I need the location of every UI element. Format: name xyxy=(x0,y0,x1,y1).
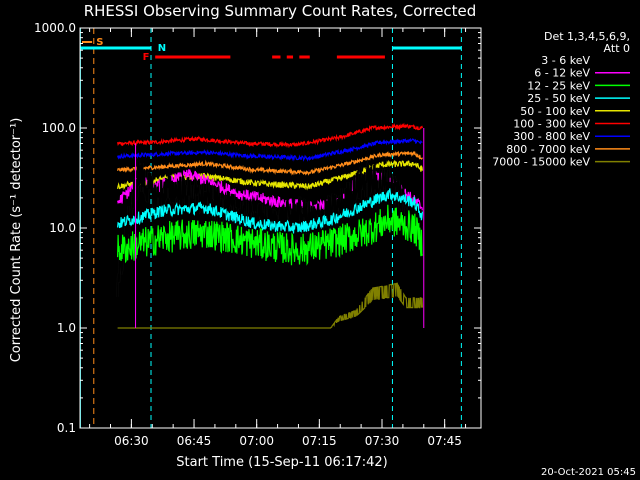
series-line xyxy=(117,282,423,329)
night-flag-label: N xyxy=(158,43,166,54)
x-tick-label: 06:30 xyxy=(114,434,149,448)
x-tick-label: 06:45 xyxy=(177,434,212,448)
y-axis: 0.1 1.0 10.0 100.0 1000.0 xyxy=(34,21,481,435)
saa-flag-label: S xyxy=(96,37,103,48)
legend-label: 300 - 800 keV xyxy=(513,130,590,143)
x-tick-label: 07:00 xyxy=(239,434,274,448)
series-line xyxy=(117,122,423,149)
series-line xyxy=(117,204,423,266)
x-axis-label: Start Time (15-Sep-11 06:17:42) xyxy=(176,455,387,470)
flare-flag-label: F xyxy=(143,52,150,63)
legend-attenuator: Att 0 xyxy=(604,42,630,55)
y-tick-label: 10.0 xyxy=(49,221,76,235)
x-axis: 06:30 06:45 07:00 07:15 07:30 07:45 xyxy=(89,28,467,448)
series-line xyxy=(117,188,423,234)
footer-date: 20-Oct-2021 05:45 xyxy=(541,467,636,478)
legend-label: 7000 - 15000 keV xyxy=(492,156,590,169)
legend-label: 50 - 100 keV xyxy=(520,105,590,118)
legend-label: 800 - 7000 keV xyxy=(506,143,590,156)
x-tick-label: 07:45 xyxy=(427,434,462,448)
legend-label: 100 - 300 keV xyxy=(513,118,590,131)
legend-detectors: Det 1,3,4,5,6,9, xyxy=(544,30,630,43)
y-tick-label: 1.0 xyxy=(57,321,76,335)
y-tick-label: 0.1 xyxy=(57,421,76,435)
legend-label: 3 - 6 keV xyxy=(541,54,590,67)
y-tick-label: 100.0 xyxy=(42,121,76,135)
x-tick-label: 07:15 xyxy=(302,434,337,448)
legend-label: 6 - 12 keV xyxy=(534,67,590,80)
legend-label: 12 - 25 keV xyxy=(527,79,590,92)
chart-title: RHESSI Observing Summary Count Rates, Co… xyxy=(84,2,477,20)
series-line xyxy=(117,137,423,162)
legend-label: 25 - 50 keV xyxy=(527,92,590,105)
x-tick-label: 07:30 xyxy=(365,434,400,448)
series-line xyxy=(117,150,423,176)
series-layer xyxy=(116,122,425,329)
y-axis-label: Corrected Count Rate (s⁻¹ detector⁻¹) xyxy=(9,118,24,363)
y-tick-label: 1000.0 xyxy=(34,21,76,35)
series-line xyxy=(116,159,424,298)
